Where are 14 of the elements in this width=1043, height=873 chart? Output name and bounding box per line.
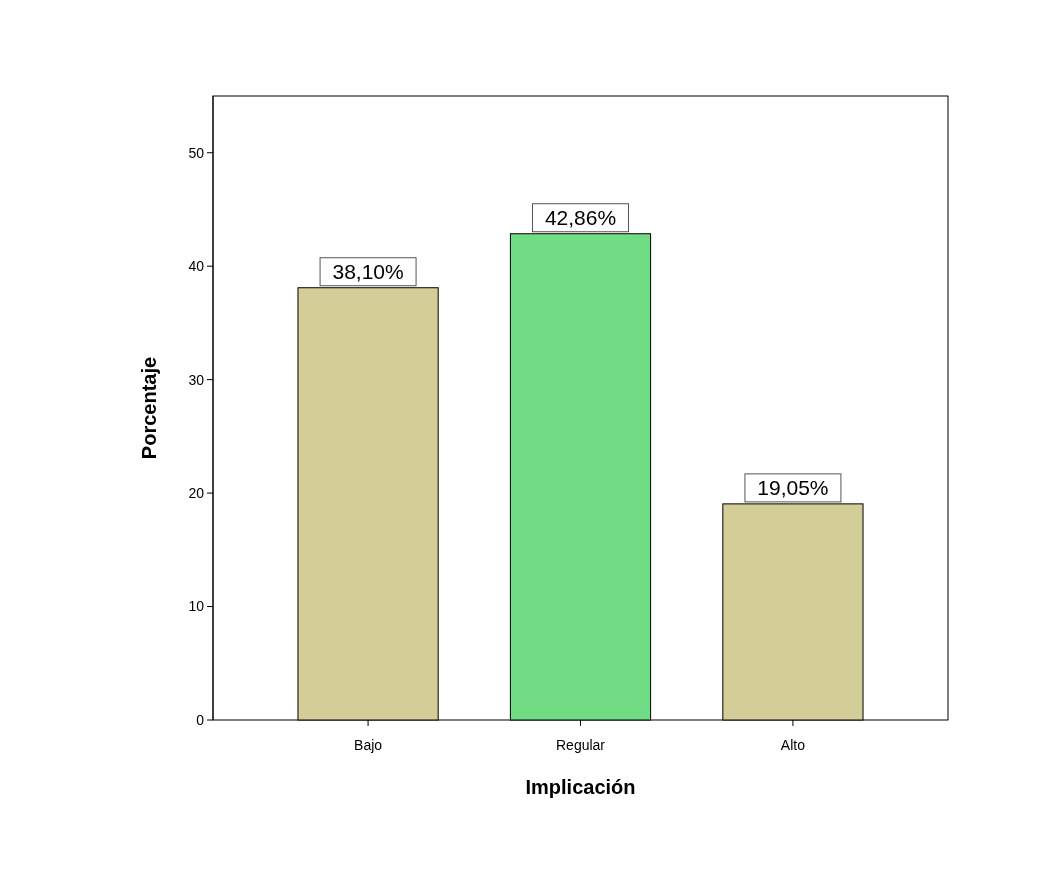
x-axis-title: Implicación <box>525 776 636 798</box>
data-label: 38,10% <box>332 259 404 283</box>
y-tick-label: 30 <box>188 371 205 388</box>
y-tick-label: 40 <box>188 258 205 275</box>
data-label: 19,05% <box>757 475 829 499</box>
x-tick-label: Regular <box>555 737 606 753</box>
y-tick-label: 10 <box>188 598 205 615</box>
y-tick-label: 50 <box>188 144 205 161</box>
x-tick-label: Bajo <box>354 737 383 753</box>
y-tick-label: 20 <box>188 484 205 501</box>
x-tick-label: Alto <box>780 737 806 753</box>
y-axis-title: Porcentaje <box>138 356 160 460</box>
data-label: 42,86% <box>544 205 617 229</box>
y-tick-label: 0 <box>196 711 205 728</box>
